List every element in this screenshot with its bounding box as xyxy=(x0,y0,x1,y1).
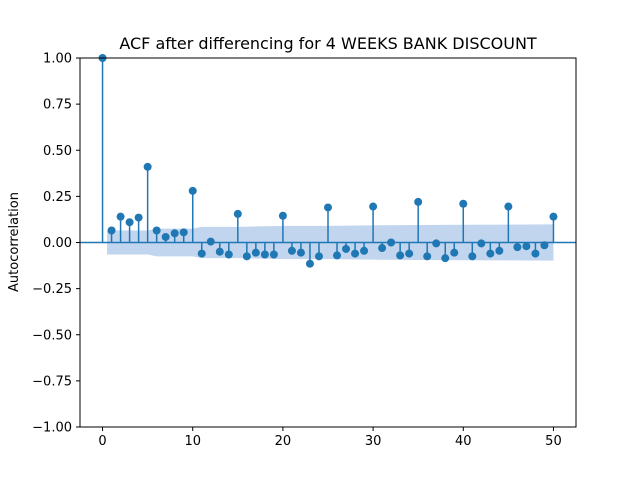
acf-point-lag-6 xyxy=(152,226,161,235)
acf-point-lag-35 xyxy=(414,197,423,206)
acf-point-lag-42 xyxy=(477,239,486,248)
x-tick-label: 50 xyxy=(545,434,562,449)
acf-point-lag-24 xyxy=(314,252,323,261)
chart-title: ACF after differencing for 4 WEEKS BANK … xyxy=(119,34,537,53)
acf-point-lag-18 xyxy=(260,250,269,259)
y-tick-label: 0.75 xyxy=(43,98,72,113)
acf-point-lag-26 xyxy=(333,251,342,260)
acf-point-lag-9 xyxy=(179,228,188,237)
y-ticks: −1.00 −0.75 −0.50 −0.25 0.00 0.25 0.50 0.75 1.00 xyxy=(32,52,80,436)
acf-point-lag-22 xyxy=(296,248,305,257)
acf-point-lag-44 xyxy=(495,246,504,255)
acf-point-lag-27 xyxy=(342,244,351,253)
acf-point-lag-40 xyxy=(459,199,468,208)
acf-point-lag-20 xyxy=(278,211,287,220)
acf-point-lag-3 xyxy=(125,218,134,227)
acf-point-lag-31 xyxy=(378,244,387,253)
acf-point-lag-14 xyxy=(224,250,233,259)
acf-point-lag-23 xyxy=(305,259,314,268)
acf-point-lag-17 xyxy=(251,248,260,257)
acf-point-lag-29 xyxy=(360,246,369,255)
acf-point-lag-36 xyxy=(423,252,432,261)
acf-point-lag-43 xyxy=(486,249,495,258)
acf-point-lag-45 xyxy=(504,202,513,211)
x-tick-label: 20 xyxy=(275,434,292,449)
acf-point-lag-19 xyxy=(269,250,278,259)
acf-point-lag-11 xyxy=(197,249,206,258)
y-axis-label: Autocorrelation xyxy=(7,192,22,292)
acf-point-lag-50 xyxy=(549,212,558,221)
acf-point-lag-34 xyxy=(405,249,414,258)
acf-point-lag-2 xyxy=(116,212,125,221)
y-tick-label: 0.00 xyxy=(43,236,72,251)
x-ticks: 0 10 20 30 40 50 xyxy=(98,427,562,449)
acf-point-lag-41 xyxy=(468,252,477,261)
x-tick-label: 30 xyxy=(365,434,382,449)
acf-markers xyxy=(98,54,558,268)
acf-point-lag-16 xyxy=(242,252,251,261)
acf-point-lag-25 xyxy=(324,203,332,212)
x-tick-label: 40 xyxy=(455,434,472,449)
acf-point-lag-49 xyxy=(540,241,549,250)
acf-point-lag-4 xyxy=(134,213,143,222)
y-tick-label: −0.75 xyxy=(32,374,72,389)
x-tick-label: 10 xyxy=(184,434,201,449)
y-tick-label: 0.25 xyxy=(43,190,72,205)
acf-point-lag-12 xyxy=(206,237,215,246)
acf-point-lag-46 xyxy=(513,243,522,252)
acf-point-lag-30 xyxy=(369,202,378,211)
acf-point-lag-13 xyxy=(215,247,224,256)
y-tick-label: −1.00 xyxy=(32,421,72,436)
acf-point-lag-33 xyxy=(396,251,405,260)
acf-point-lag-21 xyxy=(287,246,296,255)
acf-point-lag-5 xyxy=(143,162,152,171)
acf-point-lag-7 xyxy=(161,232,170,241)
acf-point-lag-10 xyxy=(188,186,197,195)
x-tick-label: 0 xyxy=(98,434,106,449)
acf-point-lag-47 xyxy=(522,242,531,251)
y-tick-label: −0.25 xyxy=(32,282,72,297)
acf-point-lag-15 xyxy=(233,209,242,218)
acf-point-lag-32 xyxy=(387,238,396,247)
y-tick-label: 1.00 xyxy=(43,52,72,67)
acf-point-lag-28 xyxy=(351,249,360,258)
acf-point-lag-39 xyxy=(450,248,459,257)
y-tick-label: 0.50 xyxy=(43,144,72,159)
y-tick-label: −0.50 xyxy=(32,328,72,343)
acf-point-lag-37 xyxy=(432,239,441,248)
acf-point-lag-8 xyxy=(170,229,179,238)
acf-point-lag-1 xyxy=(107,226,116,235)
acf-point-lag-48 xyxy=(531,249,540,258)
acf-point-lag-38 xyxy=(441,254,450,263)
